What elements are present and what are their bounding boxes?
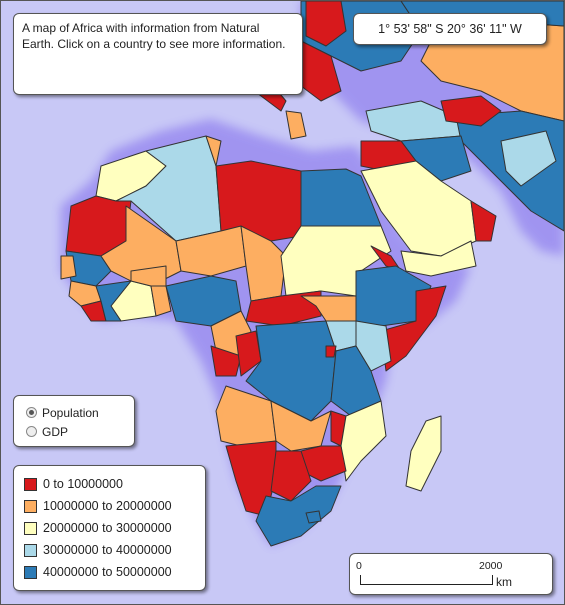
- country-kenya[interactable]: [355, 320, 392, 372]
- mode-selector: Population GDP: [13, 395, 135, 447]
- country-burkina[interactable]: [130, 265, 167, 287]
- mode-option-population[interactable]: Population: [26, 403, 134, 422]
- population-radio[interactable]: [26, 407, 37, 418]
- scale-unit-label: km: [496, 575, 512, 589]
- legend-item: 40000000 to 50000000: [24, 561, 205, 583]
- legend-item: 0 to 10000000: [24, 473, 205, 495]
- legend-item: 10000000 to 20000000: [24, 495, 205, 517]
- country-yemen[interactable]: [400, 240, 477, 277]
- country-somalia[interactable]: [380, 285, 447, 372]
- legend-item: 30000000 to 40000000: [24, 539, 205, 561]
- country-greece[interactable]: [285, 110, 307, 140]
- country-tunisia[interactable]: [205, 135, 222, 167]
- country-south-africa[interactable]: [255, 485, 342, 547]
- scale-end-label: 2000: [479, 560, 503, 572]
- mouse-position: 1° 53' 58" S 20° 36' 11" W: [353, 13, 547, 45]
- coordinate-readout: 1° 53' 58" S 20° 36' 11" W: [378, 22, 522, 36]
- legend-swatch: [24, 477, 37, 491]
- scale-bar: [360, 575, 493, 585]
- country-egypt[interactable]: [300, 168, 382, 227]
- gdp-radio[interactable]: [26, 426, 37, 437]
- legend-label: 30000000 to 40000000: [43, 543, 172, 557]
- country-oman[interactable]: [470, 200, 497, 242]
- country-botswana[interactable]: [270, 450, 312, 502]
- population-label: Population: [42, 405, 99, 420]
- info-text: A map of Africa with information from Na…: [22, 21, 286, 51]
- country-gabon[interactable]: [210, 345, 242, 377]
- legend-item: 20000000 to 30000000: [24, 517, 205, 539]
- country-afghan[interactable]: [500, 130, 557, 187]
- country-eu-3[interactable]: [305, 1, 347, 47]
- legend-label: 10000000 to 20000000: [43, 499, 172, 513]
- legend-swatch: [24, 565, 37, 579]
- legend-swatch: [24, 521, 37, 535]
- country-rwanda[interactable]: [325, 345, 337, 358]
- country-lesotho[interactable]: [305, 510, 322, 524]
- legend-swatch: [24, 543, 37, 557]
- gdp-label: GDP: [42, 424, 69, 439]
- legend-label: 0 to 10000000: [43, 477, 123, 491]
- scale-line: 0 2000 km: [349, 553, 553, 595]
- legend-swatch: [24, 499, 37, 513]
- mode-option-gdp[interactable]: GDP: [26, 422, 134, 441]
- scale-start-label: 0: [356, 560, 362, 572]
- legend-label: 20000000 to 30000000: [43, 521, 172, 535]
- info-panel: A map of Africa with information from Na…: [13, 13, 303, 95]
- country-layer[interactable]: [60, 1, 564, 547]
- country-senegal[interactable]: [60, 255, 77, 280]
- legend: 0 to 10000000 10000000 to 20000000 20000…: [13, 465, 206, 591]
- country-caucasus[interactable]: [440, 95, 502, 127]
- legend-label: 40000000 to 50000000: [43, 565, 172, 579]
- country-madagascar[interactable]: [405, 415, 442, 492]
